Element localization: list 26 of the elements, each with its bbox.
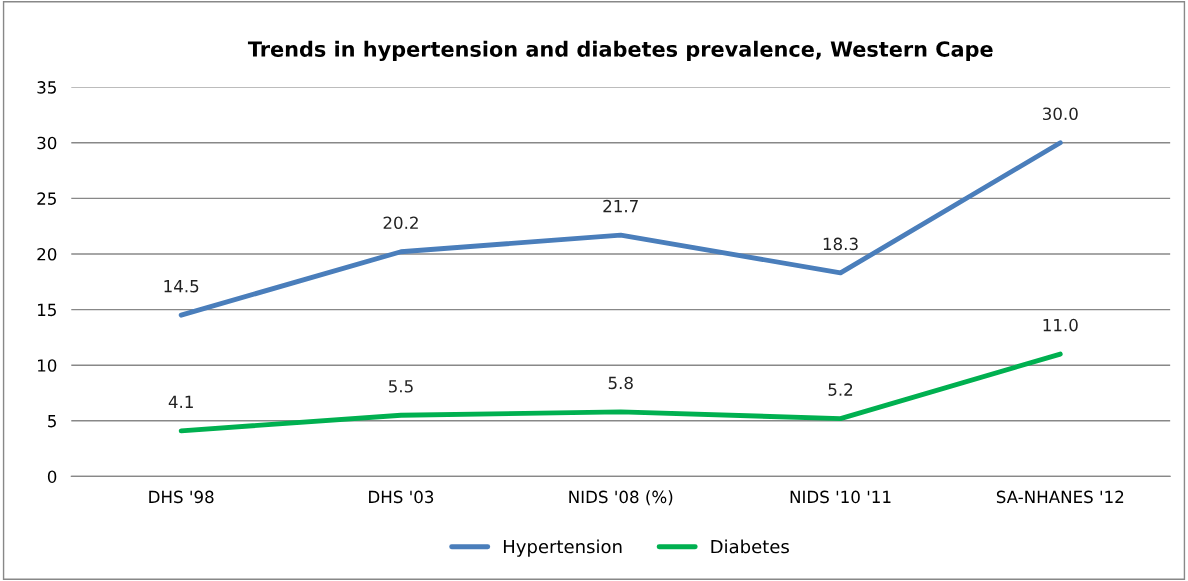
legend-label: Hypertension	[503, 539, 622, 557]
data-label: 11.0	[1043, 318, 1078, 332]
y-tick-label: 25	[37, 192, 56, 205]
x-tick-label: DHS '98	[149, 490, 214, 504]
data-label: 20.2	[383, 216, 418, 230]
y-tick-label: 0	[47, 470, 57, 483]
y-tick-label: 20	[37, 247, 57, 261]
data-label: 5.2	[828, 383, 853, 396]
data-label: 18.3	[823, 237, 858, 251]
legend-label: Diabetes	[711, 539, 789, 554]
x-tick-label: SA-NHANES '12	[996, 490, 1124, 504]
y-tick-label: 35	[37, 81, 56, 94]
data-label: 30.0	[1043, 107, 1078, 121]
y-tick-label: 30	[37, 136, 57, 150]
data-label: 14.5	[164, 280, 199, 293]
data-label: 4.1	[168, 395, 193, 408]
data-label: 5.8	[608, 376, 633, 390]
data-label: 21.7	[603, 199, 638, 213]
x-tick-label: NIDS '08 (%)	[569, 490, 673, 506]
data-label: 5.5	[388, 380, 413, 393]
chart-title: Trends in hypertension and diabetes prevalence, Western Cape	[247, 40, 993, 62]
y-tick-label: 15	[38, 303, 56, 317]
y-tick-label: 10	[38, 359, 57, 372]
x-tick-label: DHS '03	[369, 490, 434, 504]
y-tick-label: 5	[48, 414, 56, 428]
x-tick-label: NIDS '10 '11	[790, 490, 891, 504]
